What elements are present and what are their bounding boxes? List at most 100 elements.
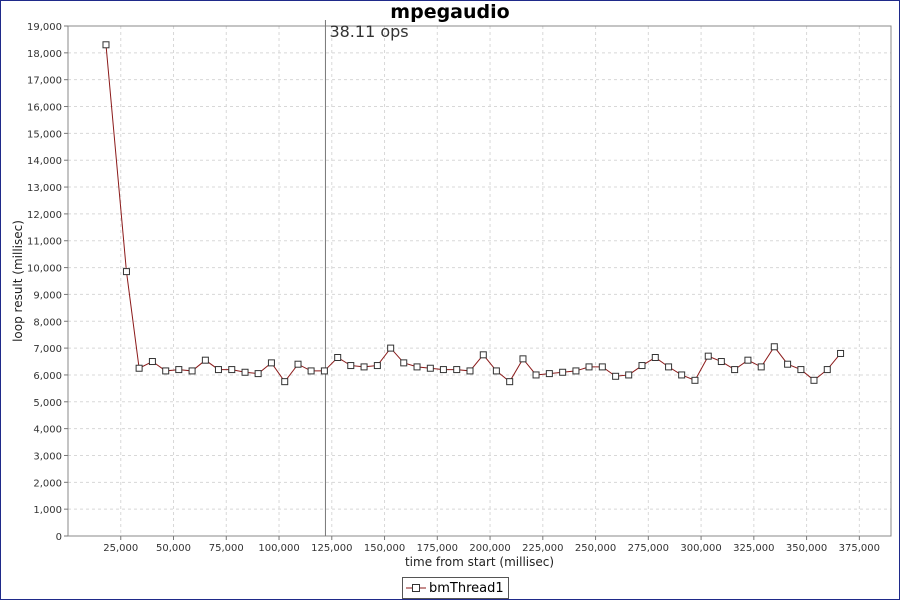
- x-tick-label: 275,000: [628, 543, 669, 554]
- data-point: [797, 366, 805, 374]
- data-point: [387, 344, 395, 352]
- data-point: [466, 367, 474, 375]
- data-point: [148, 358, 156, 366]
- data-point: [400, 359, 408, 367]
- y-axis-label: loop result (millisec): [11, 220, 25, 342]
- data-point: [638, 362, 646, 370]
- data-point: [665, 363, 673, 371]
- x-tick-label: 375,000: [839, 543, 880, 554]
- data-point: [572, 367, 580, 375]
- grid: [68, 25, 891, 536]
- x-tick-label: 25,000: [103, 543, 138, 554]
- data-point: [837, 349, 845, 357]
- y-tick-label: 4,000: [33, 425, 62, 436]
- y-tick-label: 5,000: [33, 398, 62, 409]
- data-point: [585, 363, 593, 371]
- data-point: [479, 351, 487, 359]
- data-point: [691, 376, 699, 384]
- data-point: [492, 367, 500, 375]
- data-point: [453, 366, 461, 374]
- data-point: [426, 364, 434, 372]
- data-point: [254, 370, 262, 378]
- data-point: [717, 358, 725, 366]
- data-point: [360, 363, 368, 371]
- data-point: [307, 367, 315, 375]
- data-point: [320, 367, 328, 375]
- data-point: [532, 371, 540, 379]
- data-point: [770, 343, 778, 351]
- y-tick-label: 11,000: [27, 237, 62, 248]
- data-point: [678, 371, 686, 379]
- data-point: [228, 366, 236, 374]
- data-point: [241, 368, 249, 376]
- data-point: [175, 366, 183, 374]
- x-axis-label: time from start (millisec): [405, 555, 554, 569]
- y-tick-label: 2,000: [33, 478, 62, 489]
- legend-label: bmThread1: [429, 580, 504, 596]
- y-tick-label: 8,000: [33, 317, 62, 328]
- data-point: [201, 356, 209, 364]
- data-point: [122, 268, 130, 276]
- y-tick-label: 3,000: [33, 451, 62, 462]
- data-point: [439, 366, 447, 374]
- marker-label: 38.11 ops: [329, 22, 408, 41]
- x-axis: 25,000 50,000 75,000 100,000 125,000 150,000 1…: [103, 536, 880, 554]
- data-point: [267, 359, 275, 367]
- y-tick-label: 17,000: [27, 76, 62, 87]
- y-tick-label: 9,000: [33, 290, 62, 301]
- y-tick-label: 15,000: [27, 129, 62, 140]
- plot-area: [67, 25, 892, 537]
- x-tick-label: 200,000: [469, 543, 510, 554]
- y-tick-label: 0: [56, 532, 62, 543]
- x-tick-label: 100,000: [258, 543, 299, 554]
- x-tick-label: 325,000: [733, 543, 774, 554]
- x-tick-label: 300,000: [680, 543, 721, 554]
- data-point: [373, 362, 381, 370]
- data-point: [102, 41, 110, 49]
- data-point: [704, 352, 712, 360]
- data-point: [413, 363, 421, 371]
- data-point: [294, 360, 302, 368]
- x-tick-label: 50,000: [156, 543, 191, 554]
- data-point: [281, 378, 289, 386]
- y-tick-label: 7,000: [33, 344, 62, 355]
- x-tick-label: 250,000: [575, 543, 616, 554]
- x-tick-label: 150,000: [364, 543, 405, 554]
- y-axis: 0 1,000 2,000 3,000 4,000 5,000 6,000 7,000 8,00…: [27, 22, 68, 543]
- y-tick-label: 6,000: [33, 371, 62, 382]
- y-tick-label: 1,000: [33, 505, 62, 516]
- data-point: [784, 360, 792, 368]
- x-tick-label: 125,000: [311, 543, 352, 554]
- data-point: [651, 354, 659, 361]
- data-point: [612, 372, 620, 380]
- data-point: [731, 366, 739, 374]
- x-tick-label: 75,000: [209, 543, 244, 554]
- data-point: [135, 364, 143, 372]
- x-tick-label: 175,000: [417, 543, 458, 554]
- legend: bmThread1: [402, 577, 509, 599]
- y-tick-label: 14,000: [27, 156, 62, 167]
- data-point: [188, 367, 196, 375]
- data-point: [598, 363, 606, 371]
- y-tick-label: 16,000: [27, 103, 62, 114]
- y-tick-label: 13,000: [27, 183, 62, 194]
- chart-title: mpegaudio: [390, 1, 510, 23]
- data-point: [545, 370, 553, 378]
- data-point: [823, 366, 831, 374]
- y-tick-label: 10,000: [27, 264, 62, 275]
- x-tick-label: 225,000: [522, 543, 563, 554]
- data-point: [162, 367, 170, 375]
- data-point: [744, 356, 752, 364]
- data-point: [625, 371, 633, 379]
- series-line: [105, 44, 841, 383]
- legend-swatch: [406, 582, 426, 594]
- data-point: [519, 355, 527, 363]
- data-point: [810, 376, 818, 384]
- data-point: [347, 362, 355, 370]
- y-tick-label: 12,000: [27, 210, 62, 221]
- data-point: [559, 368, 567, 376]
- data-point: [757, 363, 765, 371]
- data-point: [506, 378, 514, 386]
- y-tick-label: 19,000: [27, 22, 62, 33]
